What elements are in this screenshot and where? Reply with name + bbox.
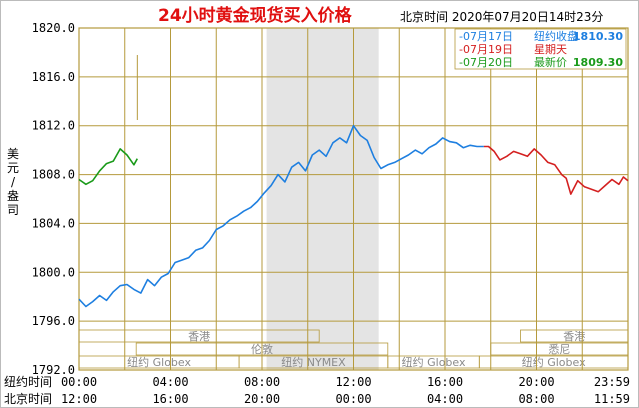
y-axis-label-char: 盎 xyxy=(7,189,19,203)
series-line-3 xyxy=(78,148,138,186)
legend-date: -07月17日 xyxy=(459,30,513,43)
x-tick-label: 23:59 xyxy=(594,375,630,389)
x-tick-label: 08:00 xyxy=(518,392,554,406)
legend-value: 1809.30 xyxy=(573,56,623,69)
y-tick-label: 1792.0 xyxy=(32,363,75,377)
legend-date: -07月20日 xyxy=(459,56,513,69)
x-tick-label: 08:00 xyxy=(244,375,280,389)
x-tick-label: 20:00 xyxy=(518,375,554,389)
plot-border xyxy=(78,27,629,371)
market-session-label: 悉尼 xyxy=(548,343,570,356)
legend-entry: -07月19日 星期天 xyxy=(459,43,567,56)
y-tick-label: 1800.0 xyxy=(32,265,75,279)
y-axis-label: 美元/盎司 xyxy=(7,147,19,217)
y-axis-label-char: 美 xyxy=(7,147,19,161)
legend-date: -07月19日 xyxy=(459,43,513,56)
x-tick-label: 04:00 xyxy=(152,375,188,389)
chart-title: 24小时黄金现货买入价格 xyxy=(158,5,353,26)
series-line-2 xyxy=(483,145,629,195)
market-session-label: 纽约 NYMEX xyxy=(281,355,346,369)
x-tick-label: 12:00 xyxy=(335,375,371,389)
market-session-label: 纽约 Globex xyxy=(522,355,586,369)
y-tick-label: 1804.0 xyxy=(32,216,75,230)
x-tick-label: 00:00 xyxy=(61,375,97,389)
market-session-label: 香港 xyxy=(563,330,585,343)
series-line-1 xyxy=(78,124,484,308)
x-tick-label: 16:00 xyxy=(427,375,463,389)
x-row-label: 北京时间 xyxy=(4,392,52,406)
y-axis-label-char: 元 xyxy=(7,161,19,175)
y-tick-label: 1796.0 xyxy=(32,314,75,328)
x-tick-label: 12:00 xyxy=(61,392,97,406)
y-axis-label-char: / xyxy=(11,175,16,189)
y-axis-label-char: 司 xyxy=(7,203,19,217)
legend-label: 纽约收盘 xyxy=(534,29,578,43)
x-tick-label: 04:00 xyxy=(427,392,463,406)
y-tick-label: 1816.0 xyxy=(32,70,75,84)
legend-entry: -07月20日 最新价 1809.30 xyxy=(459,55,623,69)
y-tick-label: 1808.0 xyxy=(32,168,75,182)
x-tick-label: 20:00 xyxy=(244,392,280,406)
x-tick-label: 00:00 xyxy=(335,392,371,406)
x-tick-label: 16:00 xyxy=(152,392,188,406)
x-row-label: 纽约时间 xyxy=(4,374,52,389)
market-session-label: 香港 xyxy=(188,330,210,343)
legend-label: 最新价 xyxy=(534,55,567,69)
x-tick-label: 11:59 xyxy=(594,392,630,406)
legend-box xyxy=(454,28,627,70)
market-session-label: 纽约 Globex xyxy=(402,355,466,369)
legend-label: 星期天 xyxy=(534,43,567,56)
y-tick-label: 1820.0 xyxy=(32,21,75,35)
market-session-label: 纽约 Globex xyxy=(127,355,191,369)
legend-value: 1810.30 xyxy=(573,30,623,43)
chart-subtitle: 北京时间 2020年07月20日14时23分 xyxy=(400,10,603,24)
y-tick-label: 1812.0 xyxy=(32,119,75,133)
nymex-session-band xyxy=(266,28,379,370)
